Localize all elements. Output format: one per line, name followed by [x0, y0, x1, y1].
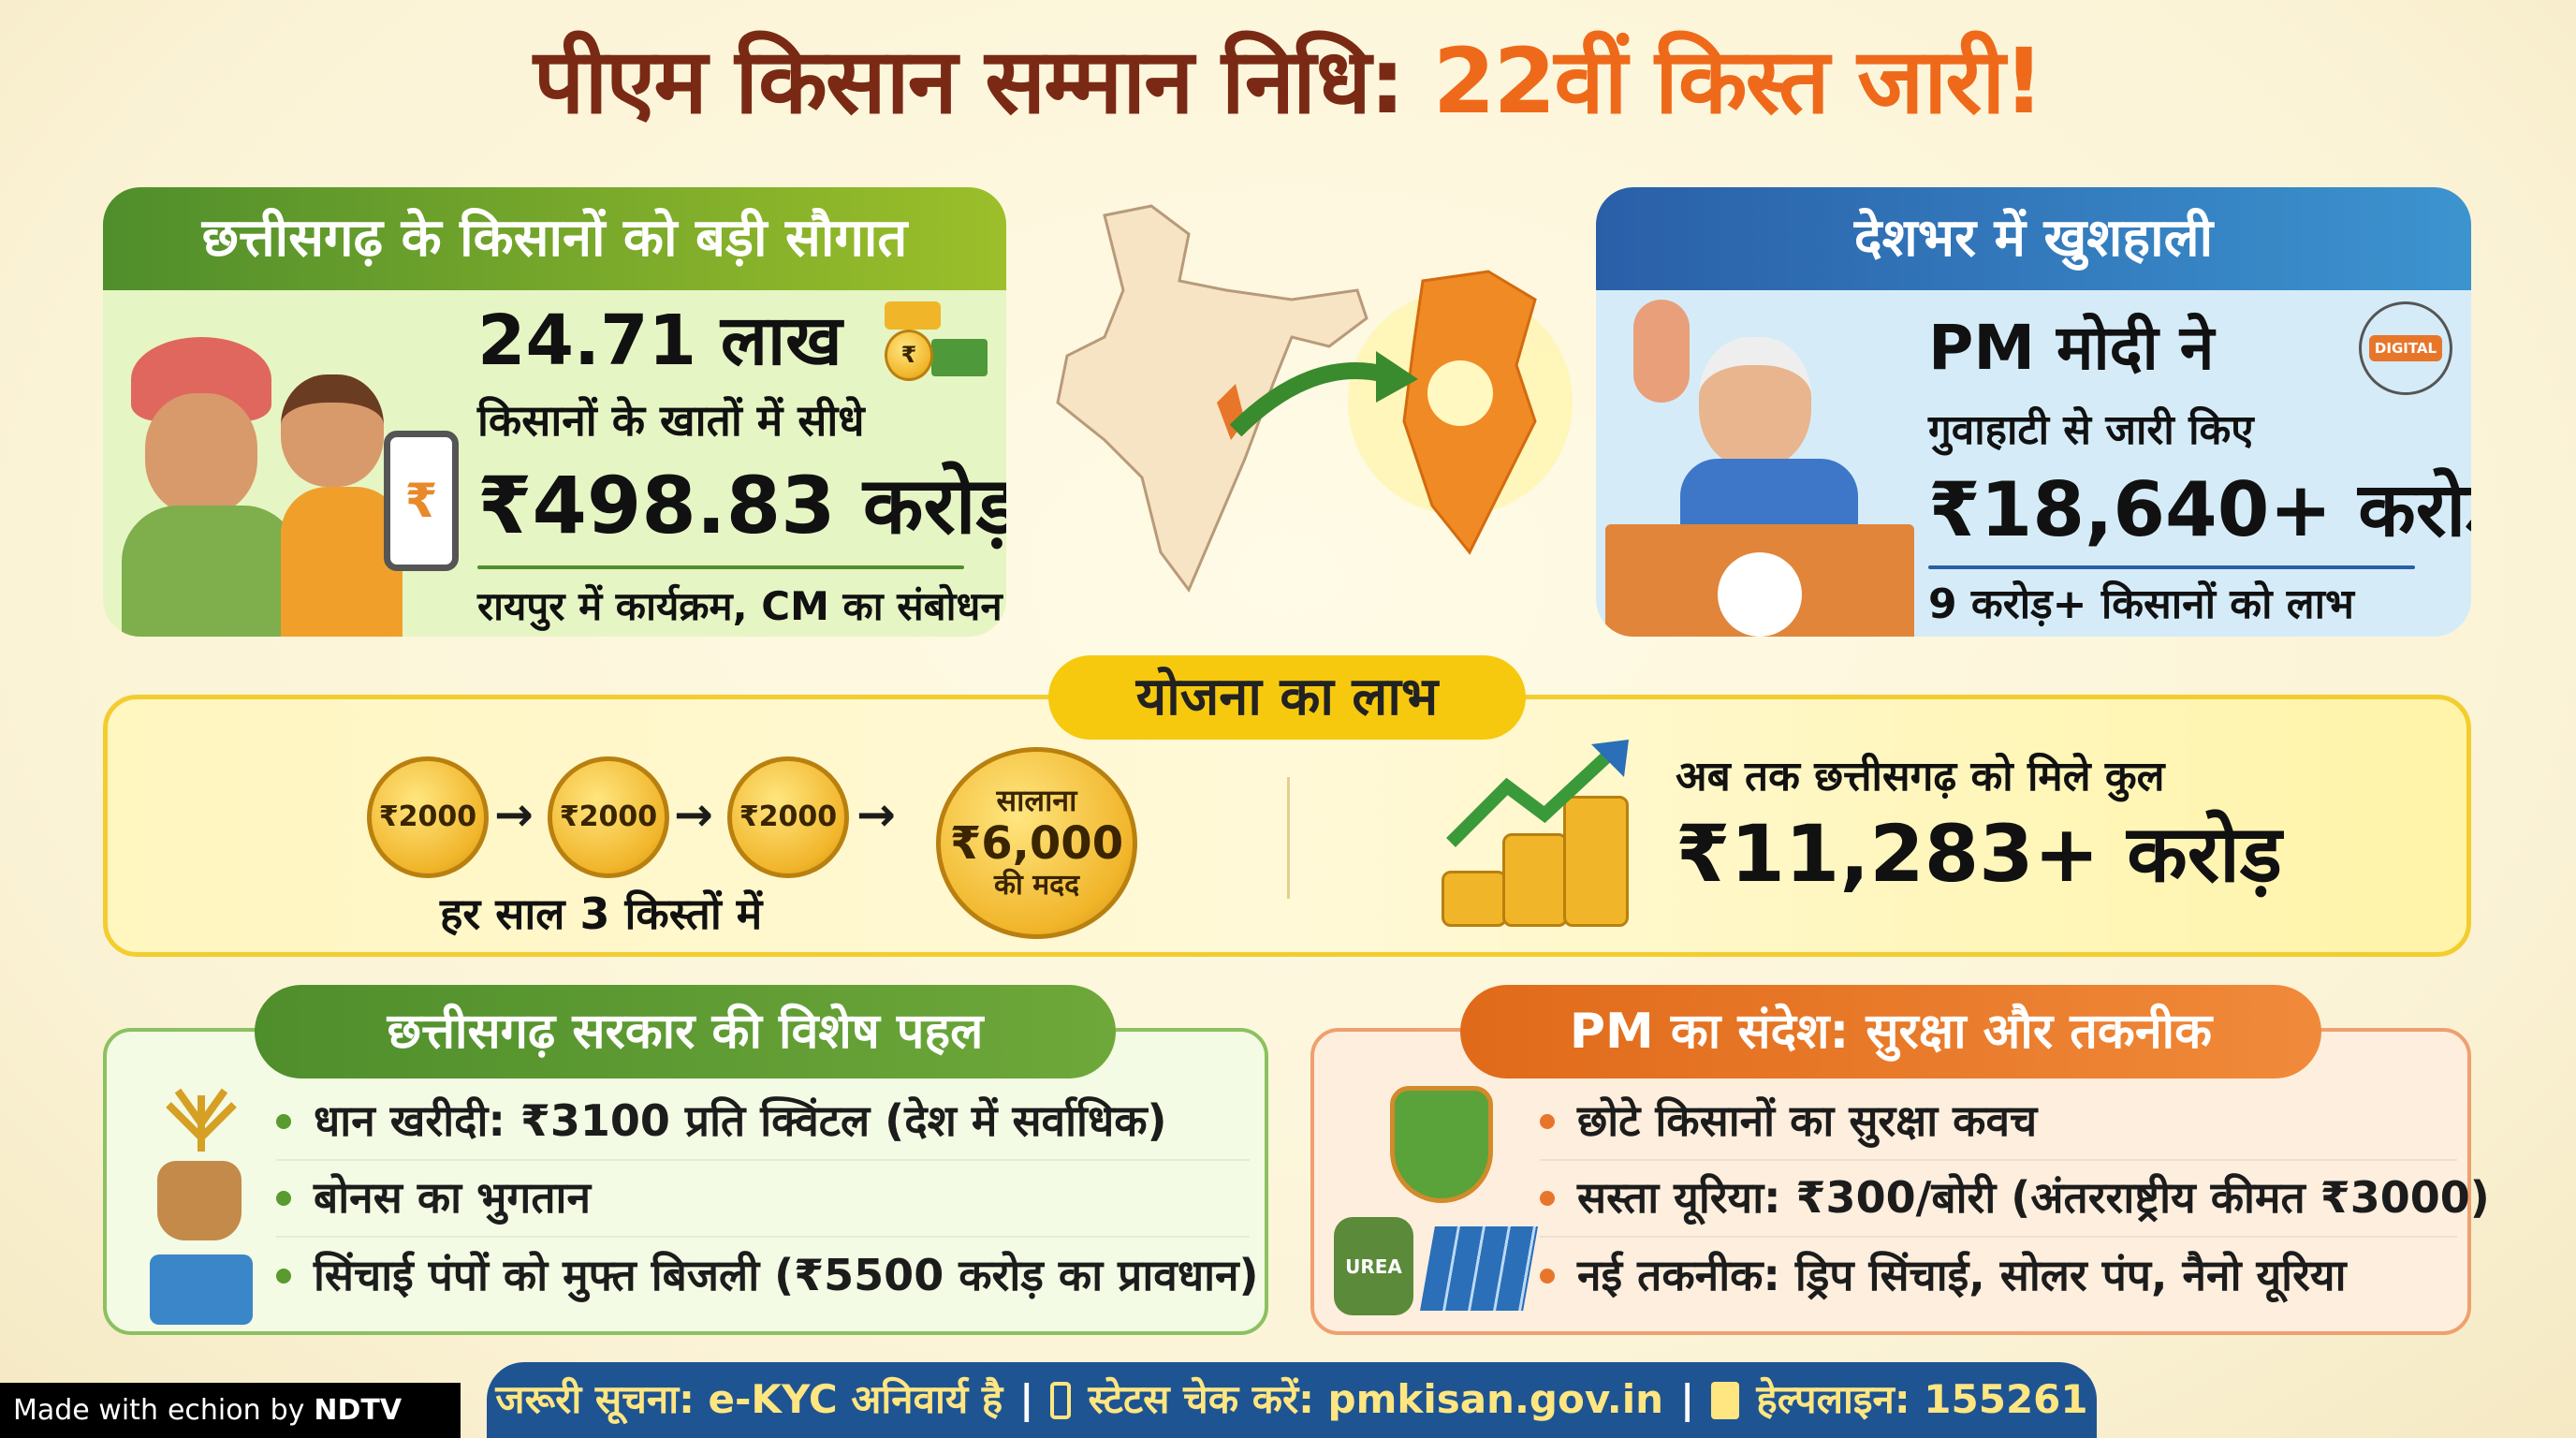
list-item: बोनस का भुगतान	[276, 1161, 1250, 1238]
nationwide-panel: देशभर में खुशहाली PM मोदी ने DIGITAL गुव…	[1596, 187, 2471, 637]
state-initiatives-panel	[103, 1028, 1268, 1335]
lotus-emblem-icon	[1718, 552, 1802, 637]
phone-icon	[1050, 1381, 1072, 1419]
chhattisgarh-panel-header: छत्तीसगढ़ के किसानों को बड़ी सौगात	[103, 187, 1006, 290]
guwahati-release-text: गुवाहाटी से जारी किए	[1928, 406, 2254, 455]
page-title: पीएम किसान सम्मान निधि: 22वीं किस्त जारी…	[533, 29, 2044, 134]
ekyc-notice: जरूरी सूचना: e-KYC अनिवार्य है	[495, 1376, 1003, 1423]
state-initiatives-header: छत्तीसगढ़ सरकार की विशेष पहल	[255, 985, 1116, 1078]
list-item: सिंचाई पंपों को मुफ्त बिजली (₹5500 करोड़…	[276, 1238, 1259, 1314]
helpline-number: हेल्पलाइन: 155261	[1756, 1376, 2088, 1423]
state-initiatives-list: धान खरीदी: ₹3100 प्रति क्विंटल (देश में …	[276, 1084, 1259, 1314]
nationwide-text-block: PM मोदी ने DIGITAL गुवाहाटी से जारी किए …	[1928, 301, 2471, 629]
installment-coin: ₹2000	[548, 756, 669, 878]
shield-farmer-icon	[1390, 1086, 1493, 1203]
installment-coin: ₹2000	[367, 756, 489, 878]
paddy-icon	[150, 1086, 253, 1152]
growth-coins-icon	[1442, 740, 1638, 936]
farmer-couple-illustration: ₹	[122, 318, 468, 637]
list-item: छोटे किसानों का सुरक्षा कवच	[1540, 1084, 2457, 1161]
installments-caption: हर साल 3 किस्तों में	[440, 888, 763, 939]
annual-aid-coin: सालाना ₹6,000 की मदद	[936, 747, 1137, 939]
pm-modi-text: PM मोदी ने	[1928, 312, 2215, 385]
list-item: नई तकनीक: ड्रिप सिंचाई, सोलर पंप, नैनो य…	[1540, 1238, 2457, 1314]
raipur-event-text: रायपुर में कार्यक्रम, CM का संबोधन	[477, 582, 1003, 629]
total-received-label: अब तक छत्तीसगढ़ को मिले कुल	[1676, 753, 2165, 800]
pm-message-list: छोटे किसानों का सुरक्षा कवच सस्ता यूरिया…	[1540, 1084, 2490, 1314]
digital-button-icon: DIGITAL	[2359, 301, 2452, 395]
chhattisgarh-panel: छत्तीसगढ़ के किसानों को बड़ी सौगात ₹ 24.…	[103, 187, 1006, 637]
made-with-echion-badge[interactable]: Made with echion by NDTV	[0, 1383, 461, 1438]
clipboard-icon	[1711, 1381, 1740, 1419]
scheme-benefits-label: योजना का लाभ	[1048, 655, 1526, 740]
installment-coin: ₹2000	[727, 756, 849, 878]
divider	[1287, 777, 1290, 899]
phone-icon: ₹	[384, 431, 459, 571]
water-pump-icon	[150, 1255, 253, 1325]
grain-sack-icon	[157, 1161, 242, 1240]
money-bag-icon: ₹	[885, 301, 988, 382]
info-footer-bar: जरूरी सूचना: e-KYC अनिवार्य है | स्टेटस …	[487, 1362, 2097, 1438]
arrow-right-icon: →	[856, 787, 896, 842]
chhattisgarh-amount: ₹498.83 करोड़	[477, 459, 1006, 551]
direct-transfer-text: किसानों के खातों में सीधे	[477, 394, 865, 446]
arrow-right-icon: →	[494, 787, 534, 842]
arrow-right-icon: →	[674, 787, 713, 842]
list-item: धान खरीदी: ₹3100 प्रति क्विंटल (देश में …	[276, 1084, 1250, 1161]
national-amount: ₹18,640+ करोड़	[1928, 466, 2471, 553]
solar-panel-icon	[1420, 1226, 1538, 1311]
farmer-count: 24.71 लाख	[477, 301, 842, 381]
beneficiaries-text: 9 करोड़+ किसानों को लाभ	[1928, 580, 2354, 629]
total-received-amount: ₹11,283+ करोड़	[1676, 807, 2282, 900]
status-check-link[interactable]: स्टेटस चेक करें: pmkisan.gov.in	[1088, 1376, 1664, 1423]
total-received-block: अब तक छत्तीसगढ़ को मिले कुल ₹11,283+ करो…	[1676, 753, 2282, 900]
india-map-illustration	[1048, 197, 1591, 609]
urea-bag-icon: UREA	[1334, 1217, 1413, 1315]
list-item: सस्ता यूरिया: ₹300/बोरी (अंतरराष्ट्रीय क…	[1540, 1161, 2490, 1238]
nationwide-panel-header: देशभर में खुशहाली	[1596, 187, 2471, 290]
pm-message-header: PM का संदेश: सुरक्षा और तकनीक	[1460, 985, 2321, 1078]
divider	[1928, 565, 2415, 570]
chhattisgarh-text-block: 24.71 लाख ₹ किसानों के खातों में सीधे ₹4…	[477, 301, 1006, 629]
divider	[477, 565, 964, 569]
pm-at-podium-illustration	[1605, 300, 1914, 637]
